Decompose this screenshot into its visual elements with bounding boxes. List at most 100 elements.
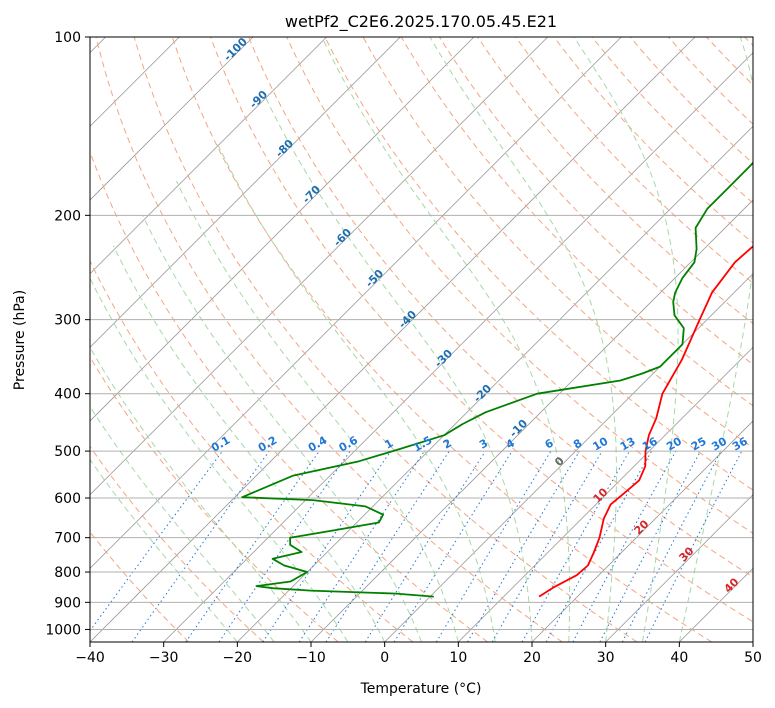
mixing-ratio-line bbox=[521, 450, 630, 642]
moist-adiabat-line bbox=[429, 37, 617, 642]
y-tick-label: 900 bbox=[54, 595, 81, 611]
moist-adiabat-line bbox=[90, 405, 275, 642]
mixing-ratio-line bbox=[393, 450, 513, 642]
mixing-ratio-line bbox=[435, 450, 552, 642]
dewpoint-profile-line bbox=[241, 161, 753, 598]
dry-adiabat-line bbox=[553, 37, 753, 244]
isotherm-line bbox=[90, 37, 254, 201]
plot-area: -100-90-80-70-60-50-40-30-20-10010203040… bbox=[90, 35, 753, 642]
y-tick-label: 400 bbox=[54, 387, 81, 403]
mixing-ratio-line bbox=[218, 450, 351, 642]
mixing-ratio-line bbox=[599, 450, 701, 642]
moist-adiabat-line bbox=[90, 458, 238, 642]
dry-adiabat-line bbox=[324, 37, 753, 491]
mixing-ratio-line bbox=[298, 450, 425, 642]
y-tick-label: 100 bbox=[54, 30, 81, 46]
dry-adiabat-line bbox=[171, 37, 712, 642]
y-tick-label: 800 bbox=[54, 565, 81, 581]
isotherm-label: -90 bbox=[247, 88, 270, 111]
mixing-ratio-line bbox=[262, 450, 392, 642]
isotherm-line bbox=[90, 37, 548, 496]
dry-adiabat-line bbox=[90, 150, 488, 642]
isotherm-line bbox=[90, 37, 475, 422]
plot-frame bbox=[89, 36, 754, 643]
x-tick-label: −20 bbox=[223, 650, 253, 666]
moist-adiabat-line bbox=[263, 94, 533, 642]
dry-adiabat-line bbox=[248, 37, 753, 578]
dry-adiabat-line bbox=[95, 37, 563, 642]
x-tick-label: 20 bbox=[523, 650, 541, 666]
y-tick-label: 600 bbox=[54, 491, 81, 507]
mixing-ratio-line bbox=[467, 450, 580, 642]
moist-adiabat-line bbox=[678, 37, 753, 642]
dry-adiabat-line bbox=[706, 37, 753, 86]
moist-adiabat-line bbox=[321, 37, 571, 642]
x-tick-label: 50 bbox=[744, 650, 762, 666]
dry-adiabat-line bbox=[286, 37, 753, 534]
y-tick-label: 200 bbox=[54, 208, 81, 224]
moist-adiabat-line bbox=[215, 141, 496, 642]
x-tick-label: −40 bbox=[75, 650, 105, 666]
mixing-ratio-line bbox=[325, 450, 450, 642]
dry-adiabat-line bbox=[90, 259, 414, 642]
x-tick-label: −30 bbox=[149, 650, 179, 666]
isotherm-line bbox=[384, 273, 753, 642]
isotherm-line bbox=[310, 199, 753, 642]
isotherm-label: -80 bbox=[273, 137, 296, 160]
mixing-ratio-line bbox=[364, 450, 486, 642]
moist-adiabat-line bbox=[176, 180, 459, 642]
moist-adiabat-line bbox=[142, 215, 422, 642]
isotherm-label: -20 bbox=[471, 382, 494, 405]
y-tick-label: 500 bbox=[54, 444, 81, 460]
chart-title: wetPf2_C2E6.2025.170.05.45.E21 bbox=[285, 12, 557, 32]
mixing-ratio-line bbox=[185, 450, 320, 642]
mixing-ratio-label: 6 bbox=[543, 436, 556, 451]
y-tick-label: 1000 bbox=[45, 622, 81, 638]
isotherm-line bbox=[90, 37, 401, 348]
isotherm-line bbox=[163, 52, 753, 642]
isotherm-label: -70 bbox=[300, 183, 323, 206]
isotherm-label: 30 bbox=[677, 544, 697, 564]
moist-adiabat-line bbox=[112, 245, 386, 642]
x-tick-label: −10 bbox=[296, 650, 326, 666]
isotherm-label: 20 bbox=[632, 517, 652, 537]
isotherm-label: -50 bbox=[363, 267, 386, 290]
y-tick-label: 700 bbox=[54, 531, 81, 547]
axes: −40 −30 −20 −10 0 10 20 30 40 50 100 200 300 400 500 60… bbox=[45, 30, 762, 666]
isotherm-label: -30 bbox=[432, 347, 455, 370]
x-axis-label: Temperature (°C) bbox=[360, 681, 482, 697]
dry-adiabat-line bbox=[210, 37, 753, 623]
dry-adiabat-line bbox=[744, 37, 753, 47]
mixing-ratio-line bbox=[90, 450, 223, 632]
isotherm-line bbox=[752, 641, 753, 642]
isotherm-line bbox=[237, 125, 753, 642]
mixing-ratio-line bbox=[644, 450, 743, 642]
isotherm-line bbox=[90, 37, 696, 642]
mixing-ratio-label: 2 bbox=[441, 437, 454, 452]
y-tick-label: 300 bbox=[54, 313, 81, 329]
mixing-ratio-line bbox=[572, 450, 677, 642]
mixing-ratio-line bbox=[131, 450, 270, 642]
dry-adiabat-line bbox=[90, 531, 190, 642]
temperature-profile-line bbox=[538, 245, 753, 598]
dry-adiabat-line bbox=[90, 356, 339, 642]
x-tick-label: 10 bbox=[449, 650, 467, 666]
isotherm-label: -60 bbox=[331, 226, 354, 249]
isotherm-line bbox=[90, 37, 622, 569]
dry-adiabat-line bbox=[515, 37, 753, 284]
moist-adiabat-line bbox=[90, 346, 312, 642]
isotherm-line bbox=[90, 37, 327, 275]
isotherm-label: -100 bbox=[221, 35, 250, 64]
x-tick-label: 0 bbox=[380, 650, 389, 666]
dry-adiabat-line bbox=[90, 445, 264, 642]
moist-adiabat-line bbox=[573, 37, 679, 642]
isotherm-label: 40 bbox=[722, 575, 742, 595]
moist-adiabat-line bbox=[90, 277, 349, 642]
x-tick-label: 40 bbox=[670, 650, 688, 666]
isotherm-line bbox=[458, 346, 753, 642]
isotherm-line bbox=[605, 494, 753, 642]
isotherm-line bbox=[531, 420, 753, 642]
y-axis-label: Pressure (hPa) bbox=[12, 290, 28, 390]
dry-adiabat-line bbox=[438, 37, 753, 366]
